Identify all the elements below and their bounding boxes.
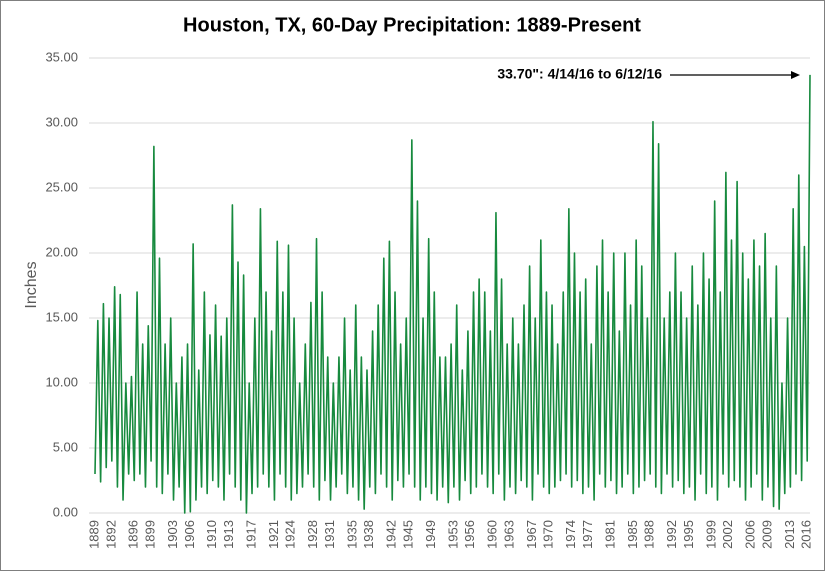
x-tick-label: 1953	[445, 520, 460, 549]
x-tick-label: 1938	[361, 520, 376, 549]
x-tick-label: 1970	[541, 520, 556, 549]
y-tick-label: 5.00	[53, 439, 78, 454]
x-tick-label: 2002	[720, 520, 735, 549]
x-tick-label: 1992	[664, 520, 679, 549]
x-tick-label: 1988	[642, 520, 657, 549]
x-tick-label: 1917	[243, 520, 258, 549]
x-tick-label: 1928	[305, 520, 320, 549]
x-tick-label: 1913	[221, 520, 236, 549]
x-tick-label: 1931	[322, 520, 337, 549]
y-tick-label: 10.00	[45, 374, 78, 389]
x-tick-label: 1899	[143, 520, 158, 549]
x-tick-label: 1935	[344, 520, 359, 549]
x-tick-label: 1999	[703, 520, 718, 549]
x-tick-label: 2016	[799, 520, 814, 549]
x-tick-label: 1985	[625, 520, 640, 549]
x-tick-label: 1956	[462, 520, 477, 549]
x-tick-label: 1921	[266, 520, 281, 549]
y-axis-label: Inches	[23, 261, 40, 308]
chart-title: Houston, TX, 60-Day Precipitation: 1889-…	[183, 14, 641, 36]
y-tick-label: 0.00	[53, 504, 78, 519]
x-tick-label: 1974	[563, 520, 578, 549]
annotation-arrowhead	[791, 71, 800, 79]
x-tick-label: 1892	[103, 520, 118, 549]
x-tick-label: 2009	[759, 520, 774, 549]
x-tick-label: 1910	[204, 520, 219, 549]
x-tick-label: 2006	[743, 520, 758, 549]
annotation: 33.70": 4/14/16 to 6/12/16	[497, 66, 662, 82]
x-tick-label: 1995	[681, 520, 696, 549]
y-tick-label: 35.00	[45, 49, 78, 64]
x-tick-label: 1903	[165, 520, 180, 549]
x-tick-label: 1945	[400, 520, 415, 549]
x-tick-label: 1960	[485, 520, 500, 549]
x-tick-label: 1977	[580, 520, 595, 549]
x-tick-label: 1967	[524, 520, 539, 549]
x-tick-label: 1889	[86, 520, 101, 549]
y-tick-label: 25.00	[45, 179, 78, 194]
x-tick-label: 1896	[126, 520, 141, 549]
x-tick-label: 1949	[423, 520, 438, 549]
x-tick-label: 1924	[283, 520, 298, 549]
y-tick-label: 30.00	[45, 114, 78, 129]
series-line	[94, 74, 811, 514]
x-tick-label: 2013	[782, 520, 797, 549]
x-tick-label: 1906	[182, 520, 197, 549]
x-tick-label: 1963	[501, 520, 516, 549]
y-tick-label: 15.00	[45, 309, 78, 324]
x-tick-label: 1942	[384, 520, 399, 549]
x-tick-label: 1981	[602, 520, 617, 549]
y-tick-label: 20.00	[45, 244, 78, 259]
